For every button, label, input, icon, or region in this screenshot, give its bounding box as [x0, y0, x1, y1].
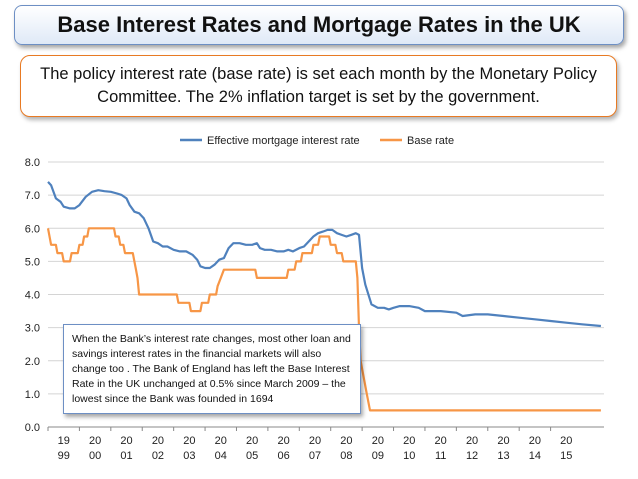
mortgage-rate-line: [47, 181, 601, 328]
y-tick-label: 1.0: [25, 389, 40, 401]
x-tick-label: 11: [435, 450, 446, 462]
x-tick-label: 06: [277, 450, 289, 462]
annotation-box: When the Bank’s interest rate changes, m…: [63, 324, 361, 414]
x-tick-label: 13: [497, 450, 509, 462]
subtitle-text: The policy interest rate (base rate) is …: [40, 65, 597, 106]
y-tick-label: 6.0: [25, 223, 40, 235]
page-title: Base Interest Rates and Mortgage Rates i…: [57, 12, 581, 37]
x-tick-label: 20: [120, 435, 132, 447]
y-tick-label: 8.0: [25, 157, 40, 169]
x-tick-label: 20: [560, 435, 572, 447]
x-tick-label: 05: [246, 450, 258, 462]
x-tick-label: 20: [309, 435, 321, 447]
x-tick-label: 20: [403, 435, 415, 447]
y-tick-label: 2.0: [25, 356, 40, 368]
title-banner: Base Interest Rates and Mortgage Rates i…: [14, 5, 624, 45]
x-tick-label: 14: [529, 450, 541, 462]
x-tick-label: 01: [120, 450, 132, 462]
x-tick-label: 03: [183, 450, 195, 462]
series-lines: [46, 181, 601, 412]
x-tick-label: 20: [497, 435, 509, 447]
x-tick-label: 20: [277, 435, 289, 447]
legend-label: Effective mortgage interest rate: [207, 135, 360, 147]
x-tick-label: 00: [89, 450, 101, 462]
x-tick-label: 20: [152, 435, 164, 447]
x-tick-label: 15: [560, 450, 572, 462]
x-tick-label: 20: [372, 435, 384, 447]
annotation-text: When the Bank’s interest rate changes, m…: [72, 333, 351, 405]
x-tick-label: 20: [340, 435, 352, 447]
y-tick-label: 3.0: [25, 323, 40, 335]
x-tick-label: 20: [89, 435, 101, 447]
x-tick-label: 09: [372, 450, 384, 462]
x-tick-label: 12: [466, 450, 478, 462]
x-tick-label: 19: [58, 435, 70, 447]
x-tick-label: 20: [246, 435, 258, 447]
x-tick-label: 08: [340, 450, 352, 462]
rates-chart: 0.0 1.0 2.0 3.0 4.0 5.0 6.0 7.0 8.0 19 99 20 00 20 01 2…: [25, 135, 604, 462]
axes: 0.0 1.0 2.0 3.0 4.0 5.0 6.0 7.0 8.0 19 99 20 00 20 01 2…: [25, 157, 573, 462]
x-tick-label: 20: [435, 435, 447, 447]
x-tick-label: 10: [403, 450, 415, 462]
x-tick-label: 20: [466, 435, 478, 447]
y-tick-label: 4.0: [25, 290, 40, 302]
x-tick-label: 20: [215, 435, 227, 447]
y-tick-label: 7.0: [25, 190, 40, 202]
subtitle-box: The policy interest rate (base rate) is …: [20, 55, 617, 117]
legend: Effective mortgage interest rate Base rat…: [180, 135, 454, 147]
y-tick-label: 5.0: [25, 256, 40, 268]
y-tick-label: 0.0: [25, 422, 40, 434]
x-tick-label: 07: [309, 450, 321, 462]
x-tick-label: 02: [152, 450, 164, 462]
legend-label: Base rate: [407, 135, 454, 147]
x-tick-label: 20: [183, 435, 195, 447]
x-tick-label: 20: [529, 435, 541, 447]
base-rate-line: [46, 227, 601, 412]
x-tick-label: 99: [58, 450, 70, 462]
x-tick-label: 04: [215, 450, 227, 462]
